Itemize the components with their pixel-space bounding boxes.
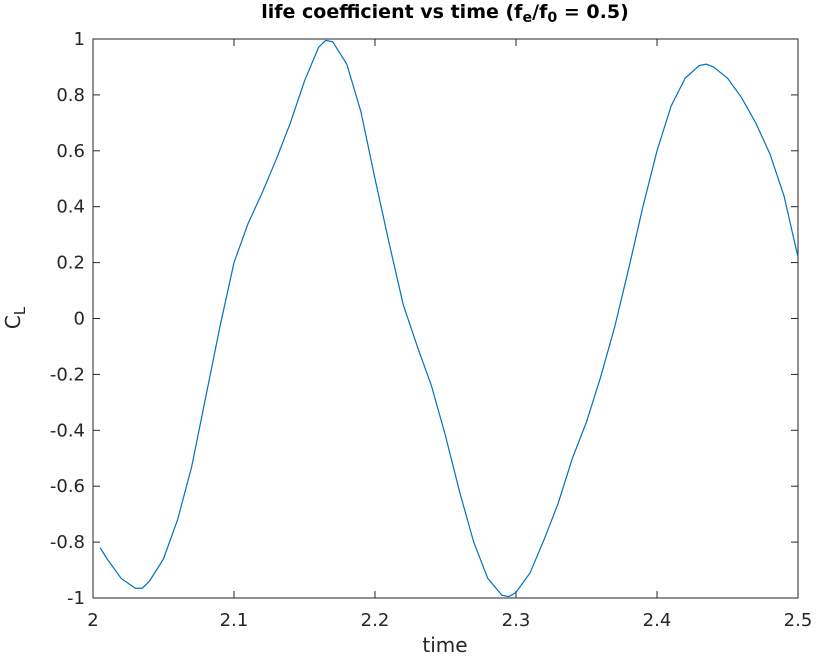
x-tick-label: 2.1 [220,610,249,631]
y-tick-label: 0.6 [56,141,85,162]
y-tick-label: -0.6 [50,476,85,497]
plot-box [92,38,799,599]
y-tick-label: 0.4 [56,197,85,218]
y-tick-label: -0.8 [50,532,85,553]
text-part: life coefficient vs time (f [261,1,523,23]
y-tick-label: 0 [74,309,85,330]
x-tick-label: 2.2 [361,610,390,631]
x-tick-label: 2 [87,610,98,631]
data-line [99,39,799,598]
subscript: e [522,10,532,26]
y-tick-label: 0.8 [56,85,85,106]
text-part: C [1,315,25,329]
x-axis-label: time [422,633,467,657]
y-tick-label: -0.2 [50,364,85,385]
text-part: /f [532,1,548,23]
y-tick-label: 1 [74,29,85,50]
subscript: L [11,306,29,315]
y-tick-label: -1 [67,588,85,609]
x-tick-label: 2.3 [502,610,531,631]
y-tick-label: 0.2 [56,253,85,274]
subscript: 0 [547,10,557,26]
x-tick-label: 2.5 [784,610,813,631]
y-tick-label: -0.4 [50,420,85,441]
x-tick-label: 2.4 [643,610,672,631]
y-axis-label: CL [1,306,29,329]
chart-title: life coefficient vs time (fe/f0 = 0.5) [261,1,629,26]
text-part: = 0.5) [557,1,629,23]
